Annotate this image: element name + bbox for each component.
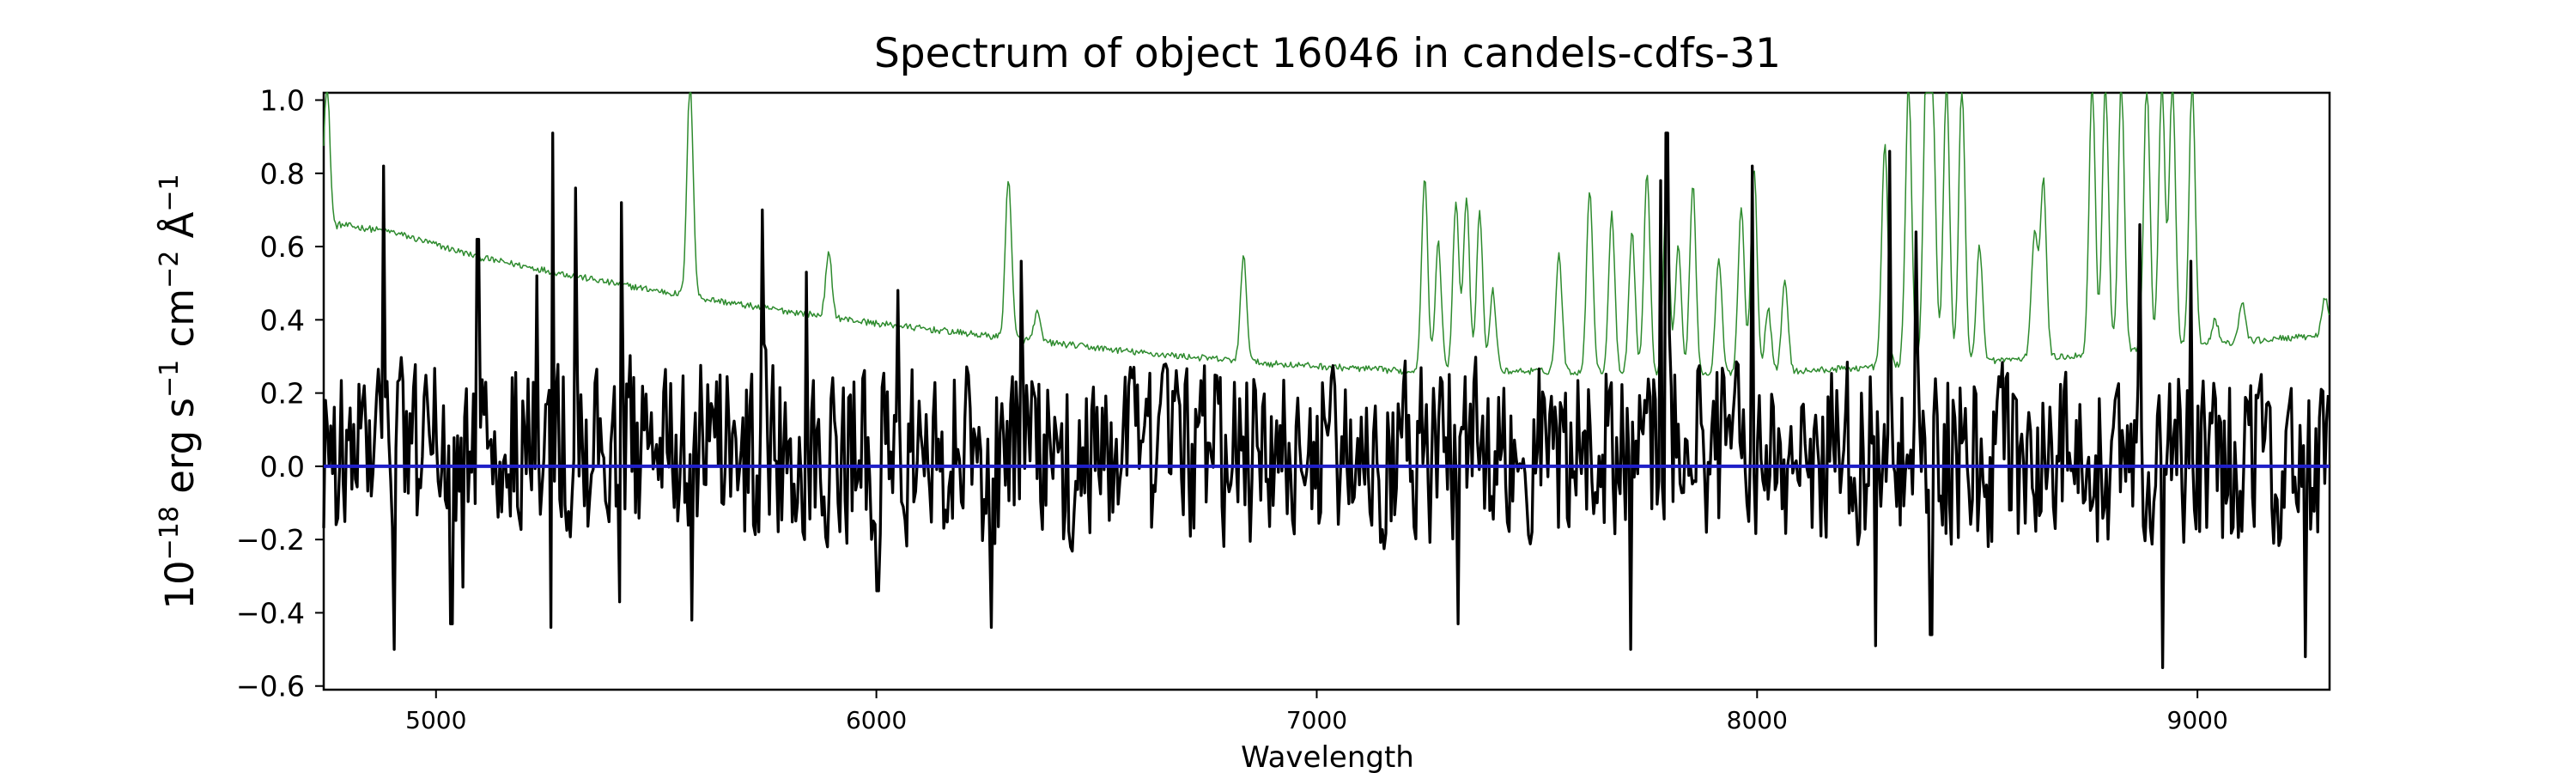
ylabel-exp2: −1 — [155, 360, 185, 398]
ylabel-base: 10 — [157, 560, 203, 609]
series-layer — [322, 92, 2330, 670]
y-tick-label: −0.2 — [236, 523, 305, 557]
y-tick-label: 0.8 — [260, 157, 305, 191]
x-tick-label: 8000 — [1727, 706, 1788, 734]
ylabel-t2: cm — [157, 289, 203, 360]
y-axis-ticks: 1.0 0.8 0.6 0.4 0.2 0.0 −0.2 −0.4 −0.6 — [236, 84, 324, 703]
y-tick-label: 0.6 — [260, 230, 305, 264]
y-tick-label: 0.4 — [260, 303, 305, 337]
ylabel-exp4: −1 — [155, 173, 185, 211]
series-sky-background — [323, 92, 2330, 376]
ylabel-exp1: −18 — [155, 506, 185, 560]
series-object-flux — [322, 131, 2330, 670]
plot-area — [322, 91, 2331, 691]
ylabel-t1: erg s — [157, 398, 203, 506]
y-tick-label: −0.4 — [236, 596, 305, 630]
y-tick-label: 0.2 — [260, 377, 305, 411]
chart-title: Spectrum of object 16046 in candels-cdfs… — [874, 30, 1781, 77]
y-tick-label: 0.0 — [260, 450, 305, 484]
x-axis-label: Wavelength — [1241, 740, 1414, 773]
y-axis-label: 10−18 erg s−1 cm−2 Å−1 — [155, 173, 203, 609]
x-tick-label: 7000 — [1286, 706, 1347, 734]
ylabel-exp3: −2 — [155, 251, 185, 289]
plot-frame — [322, 91, 2331, 691]
y-tick-label: 1.0 — [260, 84, 305, 118]
ylabel-t3: Å — [157, 211, 203, 250]
y-tick-label: −0.6 — [236, 670, 305, 703]
x-tick-label: 5000 — [405, 706, 466, 734]
x-axis-ticks: 5000 6000 7000 8000 9000 — [405, 690, 2228, 734]
x-tick-label: 9000 — [2167, 706, 2228, 734]
x-tick-label: 6000 — [846, 706, 907, 734]
